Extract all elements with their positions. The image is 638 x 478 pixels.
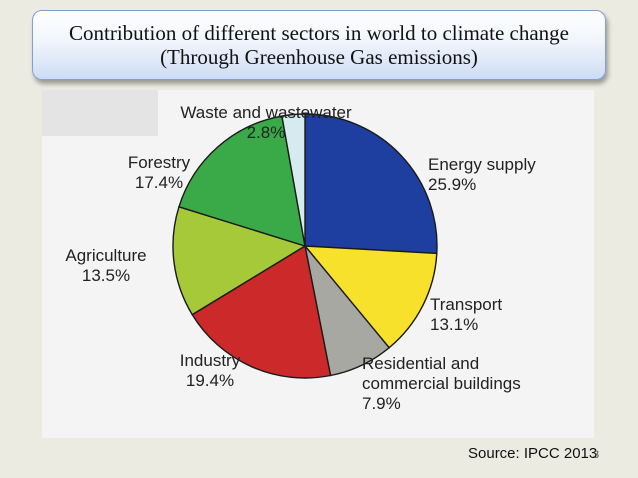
panel-shade bbox=[42, 90, 158, 136]
pie-slice-5 bbox=[178, 115, 306, 248]
title-banner: Contribution of different sectors in wor… bbox=[32, 10, 606, 80]
page-number: 3 bbox=[593, 449, 600, 461]
slice-label-4: Agriculture 13.5% bbox=[65, 246, 146, 285]
slice-label-2: Residential and commercial buildings 7.9% bbox=[362, 354, 521, 413]
chart-panel: Energy supply 25.9% Transport 13.1% Resident… bbox=[42, 90, 594, 438]
slide-title: Contribution of different sectors in wor… bbox=[69, 21, 569, 45]
slice-label-3: Industry 19.4% bbox=[180, 351, 241, 390]
pie-slice-3 bbox=[191, 244, 332, 379]
pie-chart: Energy supply 25.9% Transport 13.1% Resident… bbox=[65, 103, 536, 413]
slice-label-5: Forestry 17.4% bbox=[128, 153, 191, 192]
pie-slice-4 bbox=[172, 205, 307, 316]
pie-slice-1 bbox=[303, 245, 438, 349]
slide-subtitle: (Through Greenhouse Gas emissions) bbox=[160, 45, 478, 69]
source-citation: Source: IPCC 2013 bbox=[468, 445, 598, 462]
slice-label-1: Transport 13.1% bbox=[430, 295, 502, 334]
pie-slice-6 bbox=[281, 113, 306, 247]
slice-label-6: Waste and wastewater 2.8% bbox=[180, 103, 352, 142]
slice-label-0: Energy supply 25.9% bbox=[428, 155, 536, 194]
pie-slice-0 bbox=[304, 113, 438, 255]
